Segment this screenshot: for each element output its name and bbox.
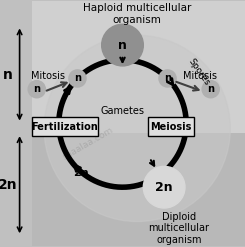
- Text: n: n: [118, 39, 127, 52]
- Text: Meiosis: Meiosis: [150, 122, 192, 132]
- Text: Fertilization: Fertilization: [32, 122, 98, 132]
- FancyBboxPatch shape: [148, 117, 194, 136]
- Circle shape: [202, 81, 219, 98]
- Text: Mitosis: Mitosis: [183, 71, 217, 81]
- Text: n: n: [207, 84, 214, 94]
- Text: n: n: [33, 84, 40, 94]
- Circle shape: [44, 35, 230, 222]
- Circle shape: [143, 166, 185, 208]
- Text: shaalaa.com: shaalaa.com: [61, 125, 115, 161]
- Text: n: n: [164, 73, 171, 83]
- Text: 2n: 2n: [155, 181, 173, 194]
- Text: Haploid multicellular
organism: Haploid multicellular organism: [83, 3, 191, 25]
- Text: 2n: 2n: [0, 178, 17, 192]
- FancyBboxPatch shape: [32, 117, 98, 136]
- Text: Spores: Spores: [186, 57, 211, 87]
- Text: 2n: 2n: [74, 168, 89, 178]
- Text: n: n: [74, 73, 81, 83]
- Text: Mitosis: Mitosis: [31, 71, 65, 81]
- Text: n: n: [2, 67, 12, 82]
- Text: Diploid
multicellular
organism: Diploid multicellular organism: [148, 212, 209, 245]
- Circle shape: [102, 24, 143, 66]
- Circle shape: [69, 70, 86, 87]
- Bar: [32, 133, 245, 246]
- Circle shape: [159, 70, 176, 87]
- Text: Gametes: Gametes: [100, 106, 145, 116]
- Circle shape: [28, 81, 45, 98]
- Bar: [32, 1, 245, 133]
